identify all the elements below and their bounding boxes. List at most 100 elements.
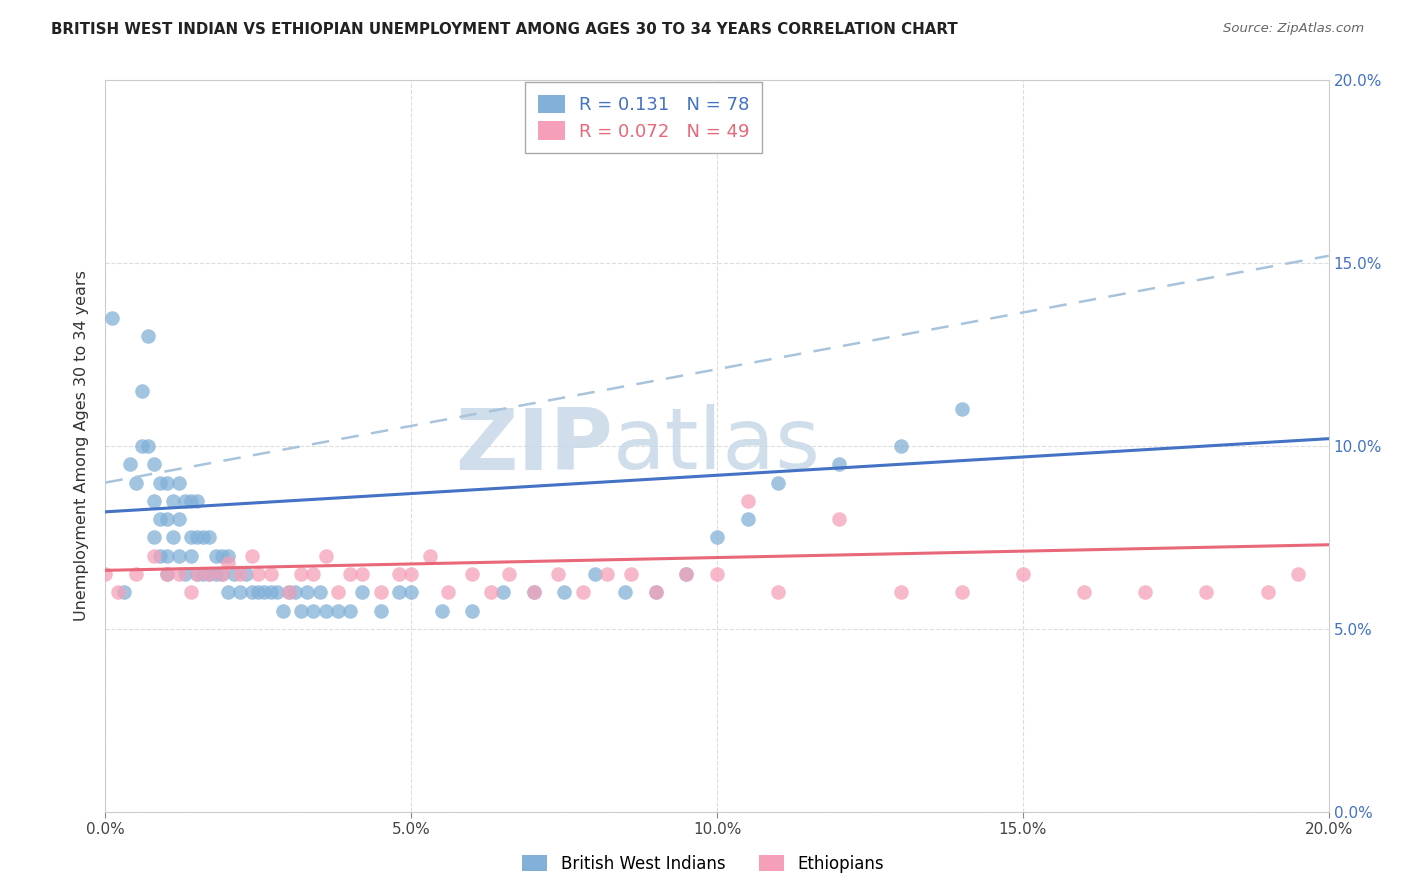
Point: [1073, 585, 1095, 599]
Legend: British West Indians, Ethiopians: British West Indians, Ethiopians: [516, 848, 890, 880]
Point: [889, 585, 911, 599]
Point: [204, 567, 226, 582]
Legend: R = 0.131   N = 78, R = 0.072   N = 49: R = 0.131 N = 78, R = 0.072 N = 49: [524, 82, 762, 153]
Point: [302, 567, 325, 582]
Point: [186, 567, 208, 582]
Point: [198, 530, 221, 544]
Point: [419, 549, 441, 563]
Point: [1133, 585, 1156, 599]
Point: [155, 549, 177, 563]
Point: [352, 567, 374, 582]
Point: [253, 585, 276, 599]
Point: [125, 475, 148, 490]
Point: [155, 512, 177, 526]
Point: [315, 549, 337, 563]
Point: [167, 512, 190, 526]
Point: [284, 585, 307, 599]
Point: [889, 439, 911, 453]
Point: [229, 567, 252, 582]
Point: [297, 585, 319, 599]
Point: [370, 603, 392, 617]
Point: [240, 585, 263, 599]
Point: [229, 585, 252, 599]
Point: [112, 585, 135, 599]
Point: [290, 567, 312, 582]
Point: [675, 567, 697, 582]
Point: [198, 567, 221, 582]
Text: ZIP: ZIP: [456, 404, 613, 488]
Point: [100, 311, 122, 326]
Point: [950, 585, 973, 599]
Point: [950, 402, 973, 417]
Point: [180, 530, 202, 544]
Point: [326, 603, 349, 617]
Point: [259, 567, 281, 582]
Point: [553, 585, 575, 599]
Point: [461, 603, 484, 617]
Point: [1011, 567, 1033, 582]
Point: [498, 567, 520, 582]
Text: Source: ZipAtlas.com: Source: ZipAtlas.com: [1223, 22, 1364, 36]
Point: [240, 549, 263, 563]
Point: [737, 493, 759, 508]
Point: [315, 603, 337, 617]
Point: [1256, 585, 1278, 599]
Point: [186, 567, 208, 582]
Point: [370, 585, 392, 599]
Point: [136, 439, 159, 453]
Point: [193, 567, 215, 582]
Point: [204, 549, 226, 563]
Point: [167, 549, 190, 563]
Point: [266, 585, 288, 599]
Point: [174, 567, 197, 582]
Point: [149, 475, 172, 490]
Point: [155, 567, 177, 582]
Text: atlas: atlas: [613, 404, 821, 488]
Point: [388, 585, 411, 599]
Point: [136, 329, 159, 343]
Point: [217, 556, 239, 570]
Point: [620, 567, 643, 582]
Point: [143, 530, 166, 544]
Point: [352, 585, 374, 599]
Point: [492, 585, 515, 599]
Point: [193, 530, 215, 544]
Point: [247, 567, 270, 582]
Point: [339, 603, 361, 617]
Point: [162, 530, 184, 544]
Point: [211, 567, 233, 582]
Point: [186, 530, 208, 544]
Point: [217, 549, 239, 563]
Point: [211, 567, 233, 582]
Point: [583, 567, 606, 582]
Point: [768, 585, 790, 599]
Point: [302, 603, 325, 617]
Point: [644, 585, 666, 599]
Point: [149, 512, 172, 526]
Point: [326, 585, 349, 599]
Point: [523, 585, 546, 599]
Point: [388, 567, 411, 582]
Point: [180, 585, 202, 599]
Point: [107, 585, 129, 599]
Point: [222, 567, 245, 582]
Point: [571, 585, 593, 599]
Point: [737, 512, 759, 526]
Point: [271, 603, 294, 617]
Point: [828, 512, 851, 526]
Point: [308, 585, 330, 599]
Point: [523, 585, 546, 599]
Point: [125, 567, 148, 582]
Point: [149, 549, 172, 563]
Point: [437, 585, 460, 599]
Point: [94, 567, 117, 582]
Point: [401, 567, 423, 582]
Point: [131, 384, 153, 399]
Point: [290, 603, 312, 617]
Point: [198, 567, 221, 582]
Point: [167, 567, 190, 582]
Point: [143, 458, 166, 472]
Point: [430, 603, 453, 617]
Point: [278, 585, 301, 599]
Point: [1286, 567, 1309, 582]
